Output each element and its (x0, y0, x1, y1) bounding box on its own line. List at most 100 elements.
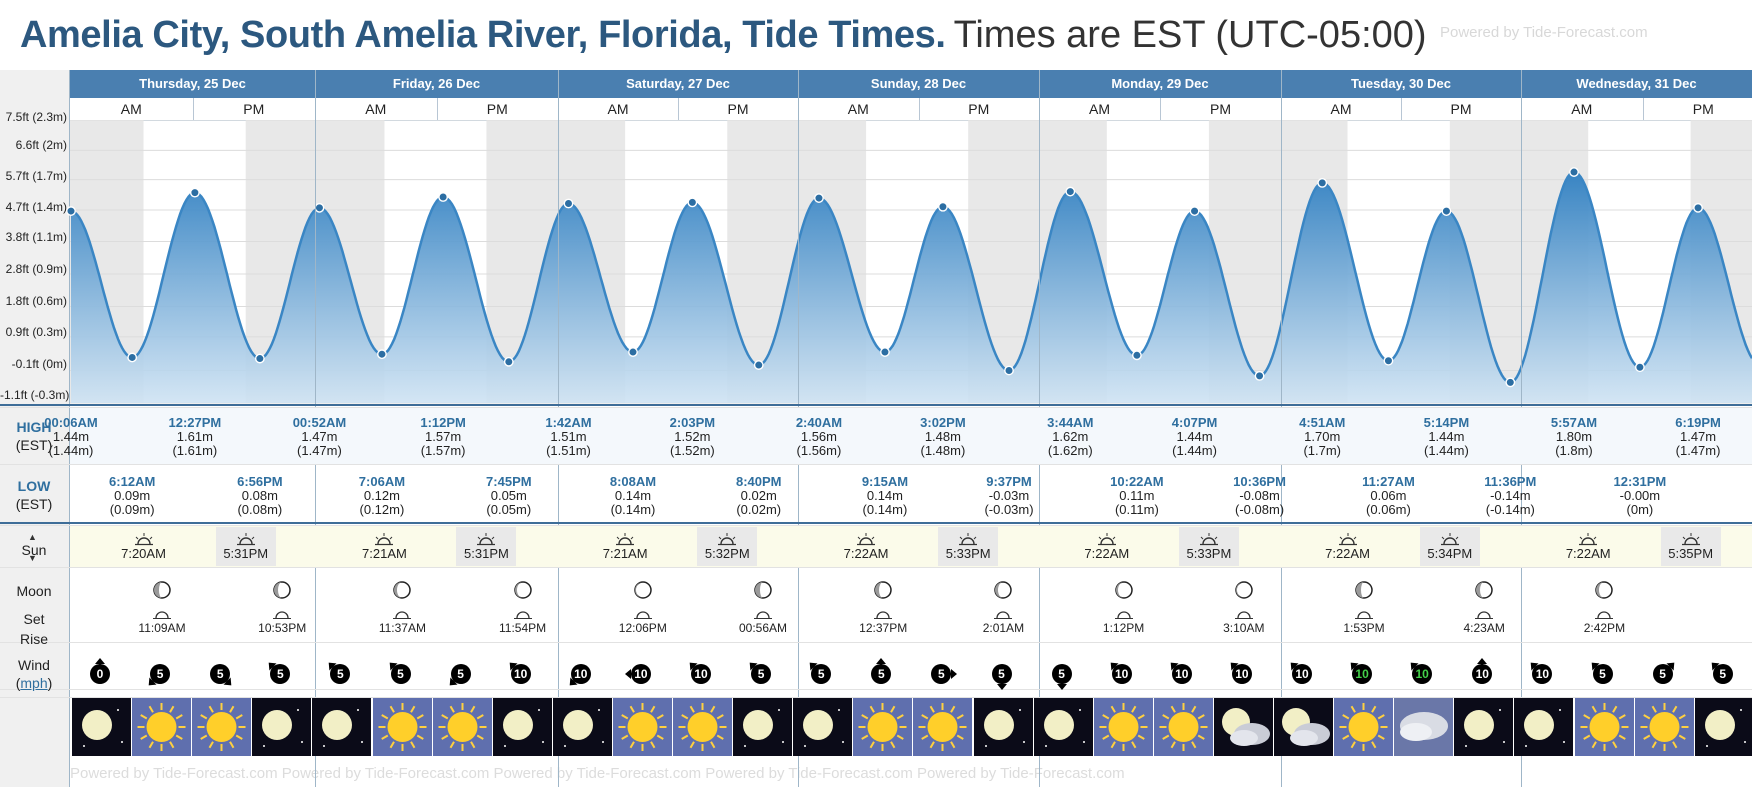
sunset-icon (1199, 533, 1218, 546)
clear-night-icon (312, 698, 372, 756)
clear-night-graphic (1704, 709, 1746, 747)
moon-entry: 3:10AM (1210, 580, 1278, 635)
ampm-separator (1642, 98, 1644, 120)
cloudy-night-graphic (1282, 708, 1330, 746)
am-label: AM (607, 101, 629, 117)
sunset-entry: 5:32PM (697, 532, 757, 561)
sunset-icon (1681, 533, 1700, 546)
wind-entry: 10 (1272, 652, 1332, 696)
moon-time: 11:09AM (138, 621, 186, 635)
ampm-row: AM PM AM PM AM PM AM PM AM PM AM PM AM PM (70, 98, 1752, 121)
moon-entry: 12:06PM (609, 580, 677, 635)
moon-time: 2:42PM (1583, 621, 1626, 635)
moon-entry: 1:53PM (1330, 580, 1398, 635)
low-tide-height-m: 0.11m (1119, 488, 1155, 503)
low-tide-time: 12:31PM (1613, 474, 1667, 489)
high-tide-point (1317, 177, 1328, 188)
moon-rise-label: Rise (19, 631, 48, 647)
high-tide-height-paren: (1.51m) (546, 443, 591, 458)
moon-entry: 00:56AM (729, 580, 797, 635)
wind-speed: 5 (1712, 664, 1733, 684)
wind-entry: 10 (1092, 652, 1152, 696)
high-tide-height-m: 1.51m (550, 429, 587, 444)
wind-entry: 5 (1693, 652, 1752, 696)
wind-entry: 0 (70, 652, 130, 696)
ampm-separator (436, 98, 438, 120)
wind-label: Wind (18, 657, 50, 673)
low-tide-height-m: 0.08m (241, 488, 278, 503)
moon-phase-icon (634, 581, 652, 599)
sunset-entry: 5:31PM (456, 532, 516, 561)
moon-entry: 11:37AM (368, 580, 436, 635)
high-tide-height-m: 1.52m (674, 429, 711, 444)
moon-time: 3:10AM (1223, 621, 1265, 635)
low-tide-entry: 7:06AM 0.12m (0.12m) (346, 475, 418, 517)
wind-entry: 5 (190, 652, 250, 696)
clear-night-graphic (983, 709, 1025, 747)
high-tide-time: 4:07PM (1171, 415, 1218, 430)
low-tide-point (1634, 362, 1645, 373)
wind-entry: 5 (431, 652, 491, 696)
day-label: Friday, 26 Dec (392, 76, 481, 91)
low-tide-time: 7:06AM (358, 474, 406, 489)
moon-time: 2:01AM (982, 621, 1025, 635)
sunrise-time: 7:22AM (1565, 546, 1611, 561)
low-tide-height-paren: (0.09m) (109, 502, 155, 517)
low-tide-point (503, 356, 514, 367)
high-tide-time: 1:42AM (545, 415, 592, 430)
cloudy-day-icon (1394, 698, 1454, 756)
sunrise-icon (134, 533, 153, 546)
low-tide-height-paren: (-0.08m) (1234, 502, 1285, 517)
wind-speed: 5 (751, 664, 772, 684)
sunrise-icon (1097, 533, 1116, 546)
wind-speed: 0 (90, 664, 110, 684)
high-tide-time: 2:03PM (669, 415, 716, 430)
low-tide-height-paren: (-0.03m) (984, 502, 1034, 517)
high-tide-entry: 4:07PM 1.44m (1.44m) (1159, 416, 1231, 458)
clear-night-icon (252, 698, 312, 756)
moon-set-label: Set (23, 611, 45, 627)
high-tide-point (1441, 206, 1452, 216)
wind-speed: 5 (871, 664, 892, 684)
clear-night-graphic (1043, 709, 1085, 747)
sunset-time: 5:33PM (945, 546, 991, 561)
high-tide-height-m: 1.47m (301, 429, 338, 444)
moon-entry: 10:53PM (248, 580, 316, 635)
day-label: Tuesday, 30 Dec (1351, 76, 1451, 91)
low-tide-height-m: 0.06m (1370, 488, 1407, 503)
high-tide-time: 00:06AM (44, 415, 98, 430)
high-tide-point (938, 201, 948, 212)
clear-night-graphic (322, 709, 364, 747)
sunny-icon (1634, 698, 1694, 756)
high-tide-entry: 6:19PM 1.47m (1.47m) (1662, 416, 1734, 458)
moon-phase-icon (1595, 581, 1614, 599)
wind-unit-label[interactable]: (mph) (15, 675, 53, 691)
low-tide-point (1004, 365, 1014, 376)
wind-entry: 5 (310, 652, 370, 696)
wind-entry: 10 (1512, 652, 1572, 696)
sunset-entry: 5:35PM (1661, 532, 1721, 561)
low-tide-entry: 10:36PM -0.08m (-0.08m) (1224, 475, 1296, 517)
left-label-column (0, 70, 70, 787)
low-tide-point (1131, 350, 1142, 361)
sun-row-bg (70, 526, 1752, 567)
timezone-note: Times are EST (UTC-05:00) (953, 14, 1427, 56)
moonset-icon (273, 611, 292, 619)
sunset-time: 5:34PM (1427, 546, 1473, 561)
moon-phase-icon (994, 581, 1013, 599)
row-divider (0, 522, 1752, 524)
mph-link[interactable]: mph (20, 675, 48, 691)
moonset-icon (994, 611, 1013, 619)
clear-night-icon (1694, 698, 1752, 756)
am-label: AM (1571, 101, 1593, 117)
sunny-graphic (1580, 703, 1628, 751)
wind-entry: 5 (371, 652, 431, 696)
sunny-icon (432, 698, 492, 756)
moon-phase-icon (1475, 581, 1493, 599)
clear-night-graphic (562, 709, 604, 747)
am-label: AM (120, 101, 142, 117)
high-tide-height-m: 1.61m (176, 429, 213, 444)
clear-night-graphic (262, 709, 304, 747)
am-label: AM (1089, 101, 1110, 117)
wind-entry: 10 (491, 652, 551, 696)
